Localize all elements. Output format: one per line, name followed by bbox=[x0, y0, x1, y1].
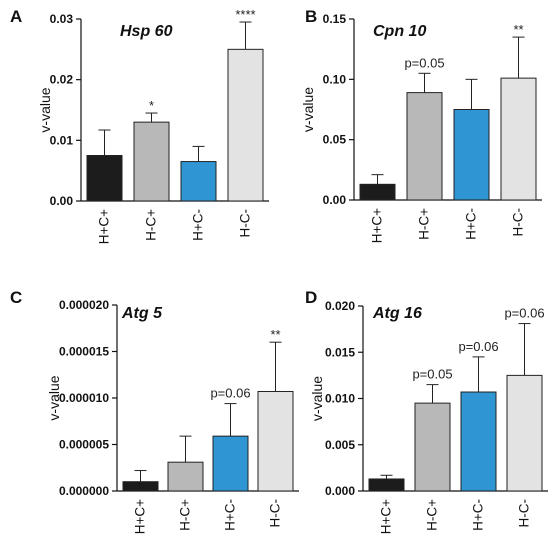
y-tick-label: 0.005 bbox=[325, 438, 355, 452]
bar bbox=[133, 121, 170, 202]
x-tick-label: H+C- bbox=[223, 499, 238, 531]
bar bbox=[414, 402, 451, 492]
significance-label: **** bbox=[235, 7, 255, 22]
x-tick-label: H+C+ bbox=[97, 209, 112, 244]
x-tick-label: H-C- bbox=[238, 209, 253, 238]
bar bbox=[506, 374, 543, 492]
chart-panel: C Atg 5 v-value 0.000000 0.000005 0.000010 0.0… bbox=[10, 288, 299, 534]
chart-panel: A Hsp 60 v-value 0.00 0.01 0.02 0.03 H+C+ * H-C+ H… bbox=[10, 7, 269, 244]
y-tick-label: 0.000000 bbox=[59, 484, 109, 498]
bar bbox=[453, 109, 490, 201]
x-tick-label: H-C+ bbox=[178, 499, 193, 531]
y-tick-label: 0.05 bbox=[323, 133, 347, 147]
bar bbox=[212, 435, 249, 492]
significance-label: * bbox=[149, 98, 154, 113]
y-tick-label: 0.01 bbox=[50, 133, 74, 147]
x-tick-label: H+C+ bbox=[133, 499, 148, 534]
significance-label: p=0.05 bbox=[412, 367, 452, 382]
y-tick-label: 0.000005 bbox=[59, 438, 109, 452]
bar bbox=[167, 461, 204, 492]
y-axis-label: v-value bbox=[37, 87, 53, 132]
bar bbox=[406, 92, 443, 201]
bar bbox=[122, 481, 159, 492]
significance-label: p=0.06 bbox=[504, 306, 544, 321]
x-tick-label: H+C- bbox=[471, 499, 486, 531]
x-tick-label: H+C+ bbox=[370, 208, 385, 243]
y-tick-label: 0.10 bbox=[323, 72, 347, 86]
y-tick-label: 0.000020 bbox=[59, 298, 109, 312]
bar bbox=[227, 48, 264, 202]
chart-title: Atg 5 bbox=[121, 305, 163, 322]
y-axis-label: v-value bbox=[46, 375, 62, 420]
y-tick-label: 0.00 bbox=[323, 193, 347, 207]
y-tick-label: 0.15 bbox=[323, 12, 347, 26]
significance-label: p=0.05 bbox=[404, 55, 444, 70]
bar bbox=[368, 478, 405, 492]
y-tick-label: 0.000010 bbox=[59, 391, 109, 405]
y-tick-label: 0.015 bbox=[325, 345, 355, 359]
x-tick-label: H+C- bbox=[191, 209, 206, 241]
bar bbox=[86, 155, 123, 202]
chart-title: Atg 16 bbox=[372, 305, 422, 322]
bar bbox=[460, 391, 497, 492]
x-tick-label: H+C+ bbox=[379, 499, 394, 534]
bar bbox=[180, 161, 217, 202]
significance-label: ** bbox=[513, 22, 523, 37]
bar bbox=[500, 77, 537, 201]
y-axis-label: v-value bbox=[300, 87, 316, 132]
significance-label: p=0.06 bbox=[458, 339, 498, 354]
bar bbox=[257, 390, 294, 492]
x-tick-label: H-C+ bbox=[417, 208, 432, 240]
x-tick-label: H+C- bbox=[464, 208, 479, 240]
chart-title: Hsp 60 bbox=[120, 23, 173, 40]
y-tick-label: 0.03 bbox=[50, 12, 74, 26]
x-tick-label: H-C- bbox=[517, 499, 532, 528]
significance-label: p=0.06 bbox=[210, 386, 250, 401]
significance-label: ** bbox=[270, 327, 280, 342]
bar bbox=[359, 183, 396, 201]
x-tick-label: H-C- bbox=[511, 208, 526, 237]
x-tick-label: H-C- bbox=[268, 499, 283, 528]
y-tick-label: 0.02 bbox=[50, 73, 74, 87]
panel-letter: C bbox=[10, 288, 22, 307]
panel-letter: D bbox=[305, 288, 317, 307]
y-tick-label: 0.000 bbox=[325, 484, 355, 498]
x-tick-label: H-C+ bbox=[425, 499, 440, 531]
y-tick-label: 0.000015 bbox=[59, 345, 109, 359]
chart-title: Cpn 10 bbox=[373, 23, 426, 40]
panel-letter: A bbox=[10, 7, 22, 26]
y-axis-label: v-value bbox=[309, 376, 325, 421]
chart-panel: D Atg 16 v-value 0.000 0.005 0.010 0.015 0.020 H… bbox=[305, 288, 548, 534]
y-tick-label: 0.020 bbox=[325, 299, 355, 313]
y-tick-label: 0.010 bbox=[325, 392, 355, 406]
y-tick-label: 0.00 bbox=[50, 194, 74, 208]
chart-panel: B Cpn 10 v-value 0.00 0.05 0.10 0.15 H+C+ p=0.05… bbox=[300, 7, 542, 243]
x-tick-label: H-C+ bbox=[144, 209, 159, 241]
panel-letter: B bbox=[305, 7, 317, 26]
